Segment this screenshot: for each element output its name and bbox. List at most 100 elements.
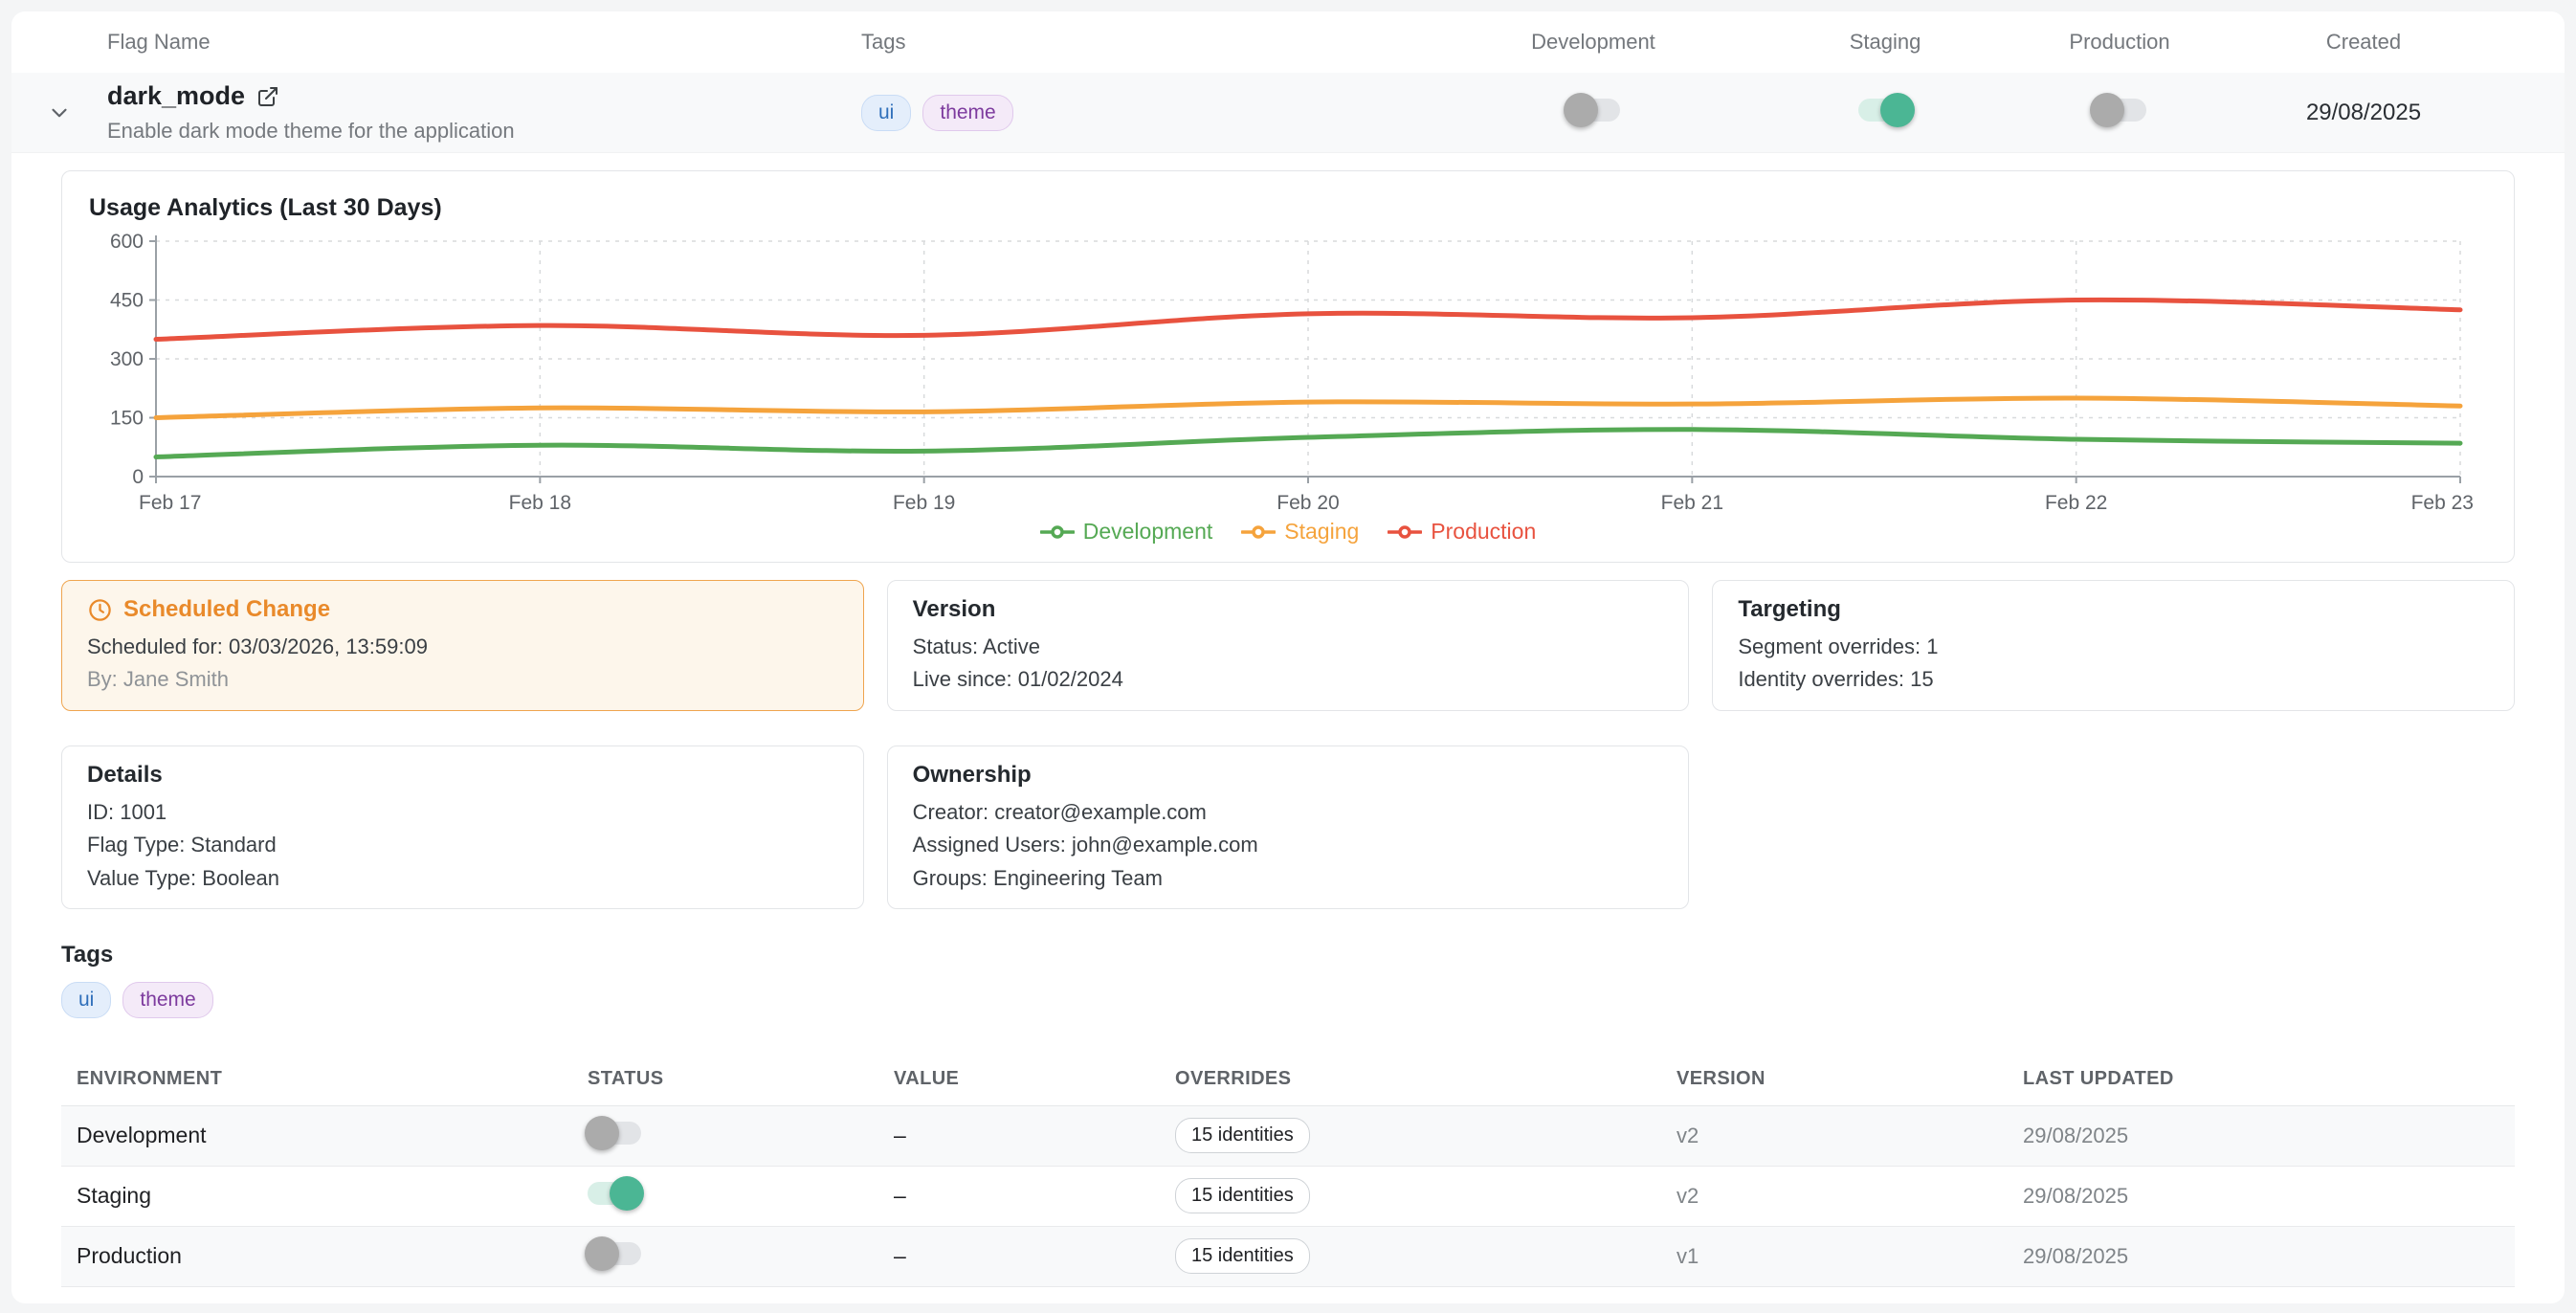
- env-value: –: [894, 1123, 906, 1148]
- env-name: Staging: [77, 1183, 152, 1209]
- details-card: Details ID: 1001 Flag Type: Standard Val…: [61, 745, 864, 909]
- flag-name-cell: dark_mode Enable dark mode theme for the…: [107, 81, 861, 144]
- expand-chevron-button[interactable]: [11, 100, 107, 125]
- svg-text:Feb 19: Feb 19: [893, 492, 955, 514]
- groups: Groups: Engineering Team: [912, 865, 1163, 890]
- svg-text:600: 600: [110, 231, 144, 253]
- chevron-down-icon: [52, 108, 67, 117]
- production-status-toggle[interactable]: [585, 1235, 641, 1271]
- identity-overrides: Identity overrides: 15: [1738, 667, 1934, 692]
- toggle-knob: [585, 1235, 619, 1271]
- environment-table-header: ENVIRONMENT STATUS VALUE OVERRIDES VERSI…: [61, 1057, 2515, 1106]
- staging-toggle[interactable]: [1858, 93, 1915, 127]
- col-version: VERSION: [1677, 1067, 1765, 1089]
- scheduled-for-text: Scheduled for: 03/03/2026, 13:59:09: [87, 634, 428, 658]
- segment-overrides: Segment overrides: 1: [1738, 634, 1939, 658]
- development-toggle[interactable]: [1564, 93, 1620, 127]
- tag-pill-theme[interactable]: theme: [122, 981, 213, 1018]
- version-status: Status: Active: [912, 634, 1040, 658]
- usage-analytics-chart: 0 150 300 450 600 Feb 17 Feb 18 Feb 19 Feb 20 Feb…: [110, 231, 2474, 514]
- flag-description: Enable dark mode theme for the applicati…: [107, 119, 515, 143]
- tag-pill-theme[interactable]: theme: [922, 94, 1013, 131]
- svg-text:Feb 23: Feb 23: [2411, 492, 2474, 514]
- col-development: Development: [1531, 30, 1655, 54]
- col-environment: ENVIRONMENT: [77, 1067, 223, 1089]
- flag-detail-panel: Usage Analytics (Last 30 Days) 0 150 300 45…: [11, 170, 2565, 1303]
- tag-pill-ui[interactable]: ui: [861, 94, 912, 131]
- development-status-toggle[interactable]: [585, 1115, 641, 1150]
- info-cards-row-1: Scheduled Change Scheduled for: 03/03/20…: [61, 580, 2515, 711]
- env-version: v2: [1677, 1123, 1699, 1147]
- col-tags: Tags: [861, 30, 906, 54]
- table-row-production: Production – 15 identities v1 29/08/2025: [61, 1226, 2515, 1287]
- tags-section: Tags ui theme: [61, 942, 2515, 1018]
- usage-analytics-card: Usage Analytics (Last 30 Days) 0 150 300 45…: [61, 170, 2515, 563]
- svg-text:0: 0: [132, 466, 144, 488]
- scheduled-change-title: Scheduled Change: [123, 596, 331, 622]
- svg-text:150: 150: [110, 408, 144, 430]
- svg-text:450: 450: [110, 290, 144, 312]
- col-status: STATUS: [588, 1067, 664, 1089]
- table-row-staging: Staging – 15 identities v2 29/08/2025: [61, 1167, 2515, 1227]
- creator: Creator: creator@example.com: [912, 799, 1207, 824]
- env-name: Production: [77, 1243, 182, 1269]
- toggle-knob: [1564, 93, 1598, 127]
- env-last-updated: 29/08/2025: [2023, 1243, 2129, 1268]
- overrides-badge[interactable]: 15 identities: [1175, 1118, 1310, 1154]
- svg-text:Feb 18: Feb 18: [509, 492, 571, 514]
- col-last-updated: LAST UPDATED: [2023, 1067, 2174, 1089]
- external-link-icon[interactable]: [256, 85, 279, 108]
- info-cards-row-2: Details ID: 1001 Flag Type: Standard Val…: [61, 745, 2515, 909]
- flag-name: dark_mode: [107, 81, 246, 110]
- scheduled-by-text: By: Jane Smith: [87, 667, 229, 692]
- env-name: Development: [77, 1123, 207, 1148]
- env-value: –: [894, 1183, 906, 1209]
- col-staging: Staging: [1849, 30, 1921, 54]
- legend-item-staging: Staging: [1241, 519, 1359, 545]
- staging-status-toggle[interactable]: [588, 1175, 644, 1211]
- details-card-title: Details: [87, 761, 163, 788]
- chart-title: Usage Analytics (Last 30 Days): [89, 194, 442, 221]
- scheduled-change-card: Scheduled Change Scheduled for: 03/03/20…: [61, 580, 864, 711]
- ownership-card-title: Ownership: [912, 761, 1032, 788]
- env-value: –: [894, 1243, 906, 1269]
- main-panel: Flag Name Tags Development Staging Produ…: [11, 11, 2565, 1303]
- col-overrides: OVERRIDES: [1175, 1067, 1292, 1089]
- environment-table: ENVIRONMENT STATUS VALUE OVERRIDES VERSI…: [61, 1057, 2515, 1287]
- flag-list-header: Flag Name Tags Development Staging Produ…: [11, 11, 2565, 73]
- legend-item-development: Development: [1039, 519, 1212, 545]
- col-production: Production: [2069, 30, 2170, 54]
- table-row-development: Development – 15 identities v2 29/08/202…: [61, 1105, 2515, 1167]
- col-value: VALUE: [894, 1067, 960, 1089]
- toggle-knob: [610, 1175, 644, 1211]
- chart-legend: Development Staging Production: [89, 517, 2487, 554]
- value-type: Value Type: Boolean: [87, 865, 280, 890]
- flag-tags-cell: ui theme: [861, 94, 1435, 131]
- targeting-card: Targeting Segment overrides: 1 Identity …: [1712, 580, 2515, 711]
- legend-item-production: Production: [1388, 519, 1536, 545]
- toggle-knob: [585, 1115, 619, 1150]
- flag-row: dark_mode Enable dark mode theme for the…: [11, 73, 2565, 153]
- production-toggle[interactable]: [2090, 93, 2146, 127]
- svg-text:Feb 20: Feb 20: [1277, 492, 1339, 514]
- toggle-knob: [2090, 93, 2124, 127]
- tag-pill-ui[interactable]: ui: [61, 981, 112, 1018]
- overrides-badge[interactable]: 15 identities: [1175, 1178, 1310, 1214]
- env-last-updated: 29/08/2025: [2023, 1183, 2129, 1208]
- assigned-users: Assigned Users: john@example.com: [912, 833, 1258, 857]
- svg-text:Feb 17: Feb 17: [139, 492, 201, 514]
- toggle-knob: [1880, 93, 1915, 127]
- svg-text:Feb 22: Feb 22: [2045, 492, 2107, 514]
- env-last-updated: 29/08/2025: [2023, 1123, 2129, 1147]
- overrides-badge[interactable]: 15 identities: [1175, 1238, 1310, 1275]
- targeting-card-title: Targeting: [1738, 596, 1841, 622]
- legend-marker-icon: [1388, 524, 1423, 539]
- ownership-card: Ownership Creator: creator@example.com A…: [886, 745, 1690, 909]
- tags-section-title: Tags: [61, 941, 114, 968]
- version-card-title: Version: [912, 596, 996, 622]
- clock-icon: [89, 598, 111, 621]
- col-flag-name: Flag Name: [107, 30, 211, 54]
- legend-marker-icon: [1039, 524, 1075, 539]
- env-version: v1: [1677, 1243, 1699, 1268]
- version-live-since: Live since: 01/02/2024: [912, 667, 1123, 692]
